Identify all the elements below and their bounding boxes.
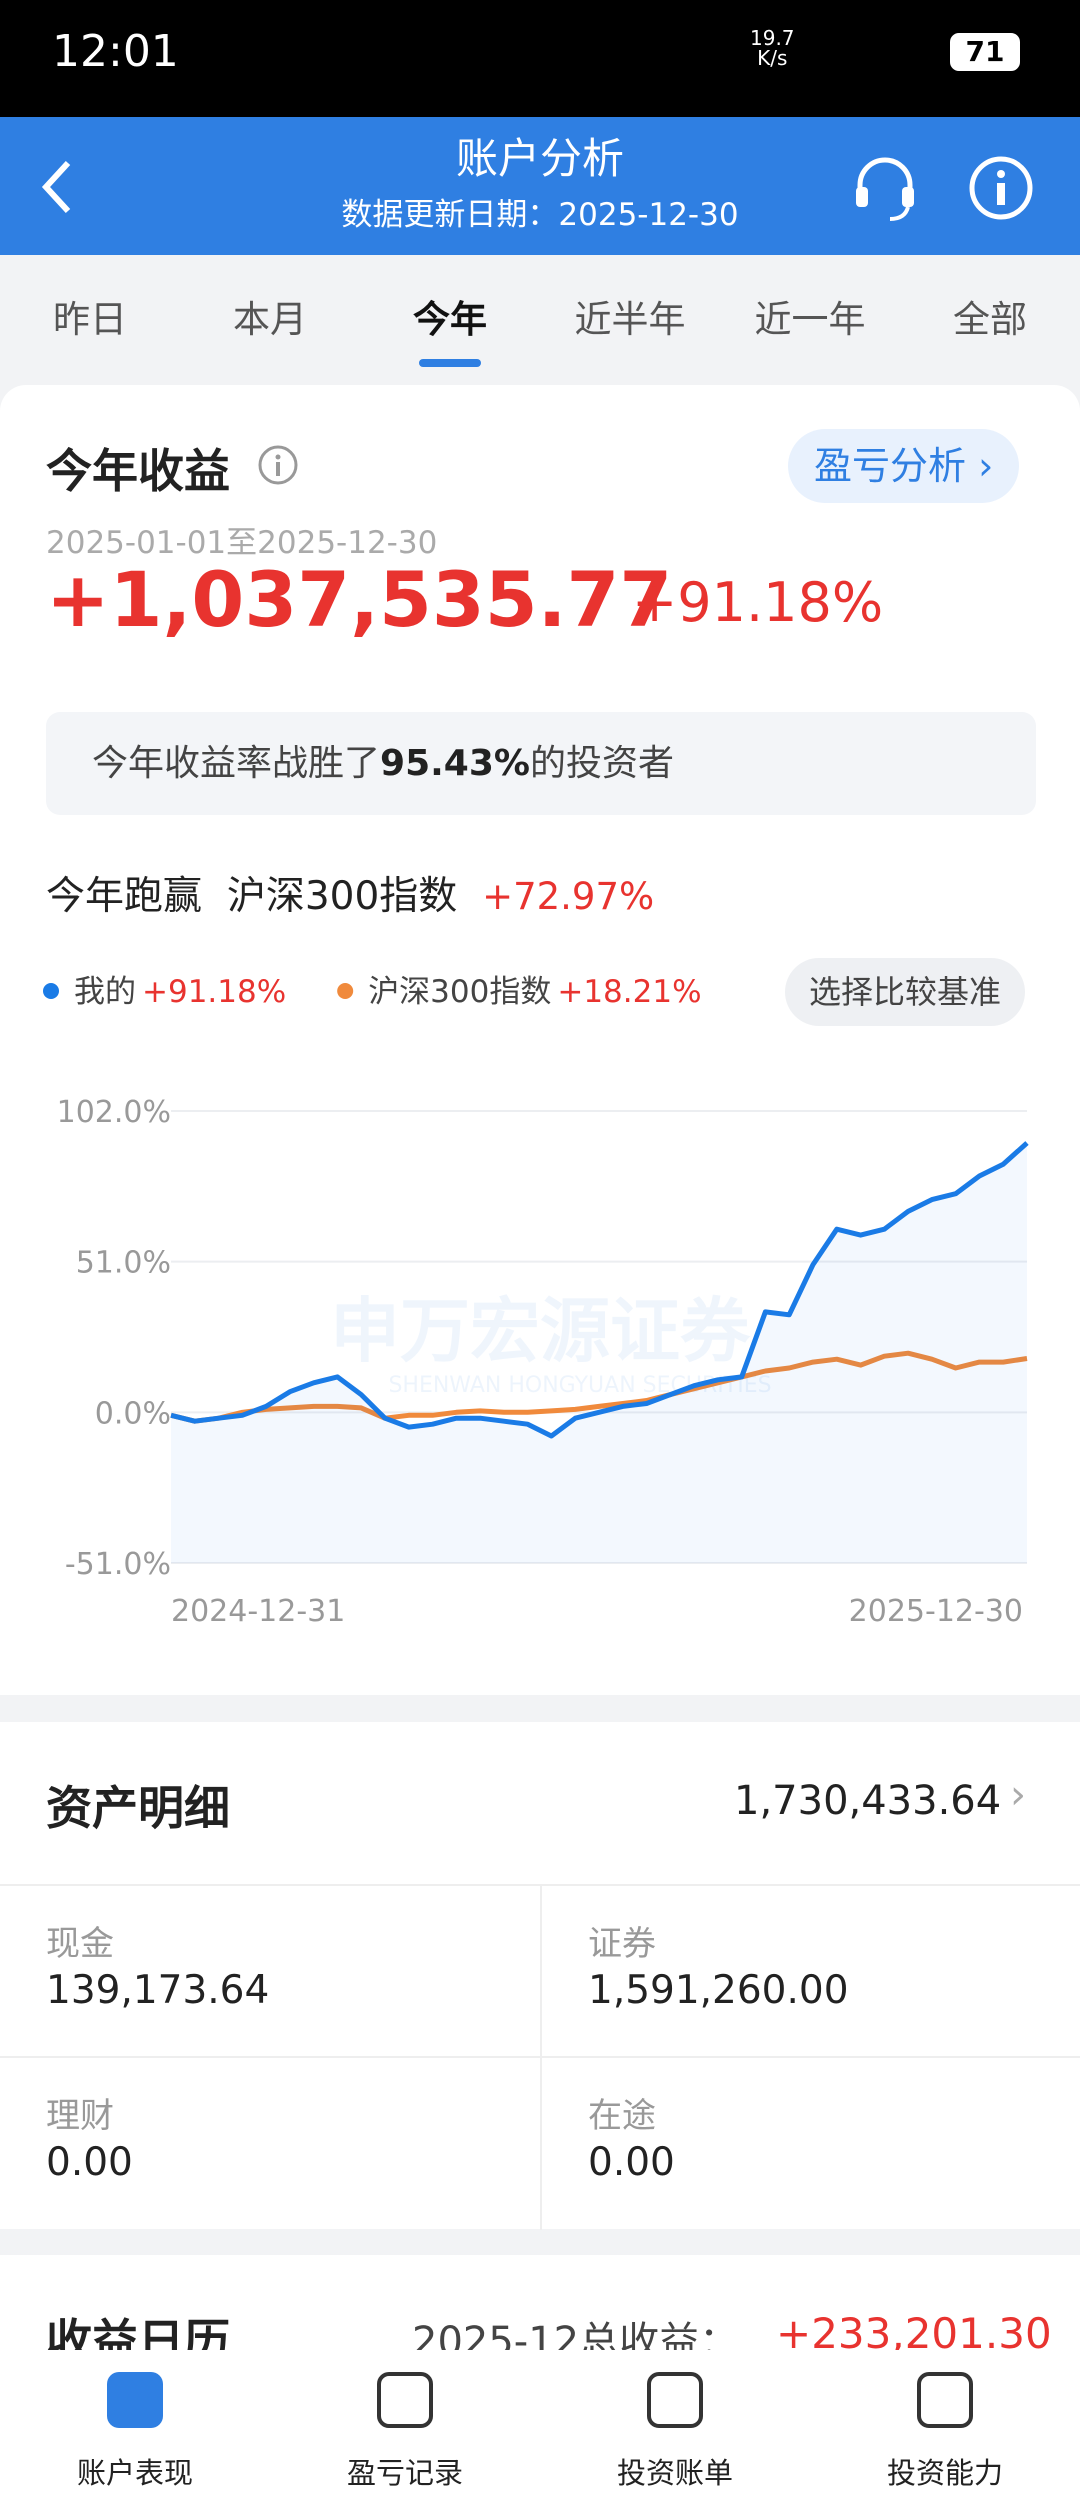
chevron: › [1010,1772,1026,1818]
nav-label: 盈亏记录 [346,2456,463,2490]
legend-label: 沪深300指数 [368,974,551,1010]
asset-cell: 理财 0.00 [0,2058,540,2230]
asset-value: 0.00 [588,2140,675,2185]
tab[interactable]: 全部 [953,298,1027,341]
asset-cell: 在途 0.00 [540,2058,1080,2230]
profit-analysis-button[interactable]: 盈亏分析 › [788,429,1020,503]
line [170,1350,1028,1424]
summary-card: 今年收益 盈亏分析 › 2025-01-01至2025-12-30 +1,037… [0,385,1080,1695]
nav-label: 投资能力 [886,2456,1003,2490]
nav-item[interactable]: 投资账单 [540,2350,810,2504]
asset-label: 理财 [46,2096,114,2136]
beat-suffix: 的投资者 [529,743,674,784]
summary-title: 今年收益 [46,444,230,498]
tab[interactable]: 近半年 [574,298,686,341]
header-title: 账户分析 [455,134,624,183]
asset-label: 证券 [588,1924,656,1964]
beat-value: 95.43% [380,743,530,784]
tab[interactable]: 今年 [413,298,487,341]
y-tick-label: 51.0% [76,1246,171,1281]
asset-value: 139,173.64 [46,1968,270,2013]
outperform-value: +72.97% [482,875,655,918]
tab-indicator [419,359,481,367]
asset-cell: 现金 139,173.64 [0,1886,540,2058]
assets-total[interactable]: 1,730,433.64 [734,1778,1002,1824]
line [170,1141,1029,1439]
nav-icon [377,2372,433,2428]
speed: 19.7 [750,26,795,50]
legend-value: +18.21% [557,974,701,1010]
asset-grid: 现金 139,173.64 证券 1,591,260.00 理财 0.00 在途 0.00 [0,1884,1080,2230]
bottom-nav: 账户表现 盈亏记录 投资账单 投资能力 [0,2350,1080,2504]
y-tick-label: 102.0% [57,1095,171,1130]
asset-value: 1,591,260.00 [588,1968,849,2013]
nav-item[interactable]: 盈亏记录 [270,2350,540,2504]
area [171,1143,1027,1563]
battery: 71 [950,33,1020,71]
legend-dot [43,983,59,999]
assets-card: 资产明细 1,730,433.64 › 现金 139,173.64 证券 1,591,… [0,1722,1080,2230]
help-icon[interactable] [256,443,300,487]
nav-label: 账户表现 [76,2456,193,2490]
asset-label: 现金 [46,1924,114,1964]
profit: +1,037,535.77 [46,555,673,644]
outperform-label: 今年跑赢 [46,874,203,919]
time: 12:01 [52,26,179,77]
y-tick-label: 0.0% [95,1396,171,1431]
tab-bar: 昨日 本月 今年 近半年 近一年 全部 [0,255,1080,385]
beat-prefix: 今年收益率战胜了 [92,743,381,784]
x-tick-label: 2025-12-30 [849,1594,1023,1629]
nav-label: 投资账单 [616,2456,733,2490]
watermark: 申万宏源证券 [330,1290,751,1372]
asset-value: 0.00 [46,2140,133,2185]
legend-value: +91.18% [142,974,286,1010]
nav-icon [107,2372,163,2428]
asset-cell: 证券 1,591,260.00 [540,1886,1080,2058]
tab[interactable]: 昨日 [53,298,127,341]
nav-icon [917,2372,973,2428]
status-bar: 12:01 19.7 K/s 71 [0,0,1080,117]
header: 账户分析 数据更新日期：2025-12-30 [0,117,1080,255]
assets-title: 资产明细 [46,1781,230,1835]
header-subtitle: 数据更新日期：2025-12-30 [341,197,739,233]
calendar-card: 收益日历 2025-12总收益： +233,201.30 [0,2255,1080,2368]
y-tick-label: -51.0% [65,1547,171,1582]
calendar-value: +233,201.30 [776,2309,1052,2358]
period: 2025-01-01至2025-12-30 [46,525,438,561]
legend-dot [337,983,354,999]
beat-box: 今年收益率战胜了95.43%的投资者 [46,712,1036,815]
nav-icon [647,2372,703,2428]
nav-item[interactable]: 投资能力 [810,2350,1080,2504]
button-label: 盈亏分析 [814,444,967,488]
outperform-index: 沪深300指数 [226,874,458,919]
tab[interactable]: 本月 [233,298,307,341]
legend-label: 我的 [74,974,136,1010]
speed-unit: K/s [757,46,788,70]
nav-item[interactable]: 账户表现 [0,2350,270,2504]
service-button[interactable] [850,155,920,225]
profit-rate: +91.18% [632,571,884,634]
info-button[interactable] [968,155,1034,221]
net-speed: 19.7 K/s [750,28,795,68]
outperform: 今年跑赢 沪深300指数 +72.97% [46,865,654,921]
compare-button[interactable]: 选择比较基准 [785,958,1026,1026]
tab[interactable]: 近一年 [754,298,866,341]
asset-label: 在途 [588,2096,656,2136]
back-button[interactable] [38,157,78,217]
x-tick-label: 2024-12-31 [171,1594,345,1629]
